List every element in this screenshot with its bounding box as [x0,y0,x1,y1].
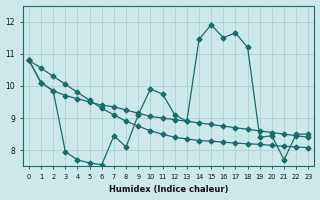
X-axis label: Humidex (Indice chaleur): Humidex (Indice chaleur) [109,185,228,194]
